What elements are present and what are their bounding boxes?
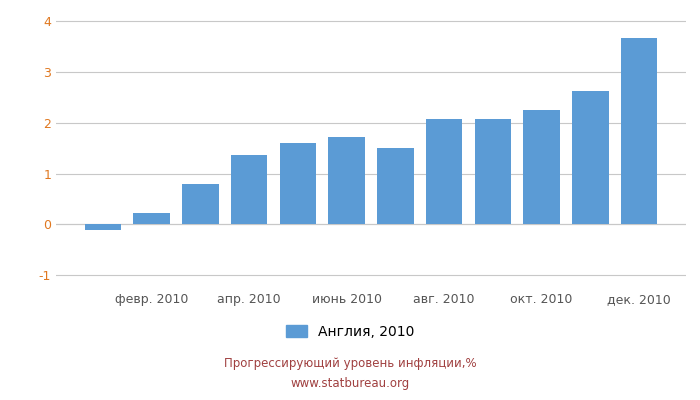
Bar xyxy=(524,110,560,224)
Bar xyxy=(85,224,121,230)
Text: www.statbureau.org: www.statbureau.org xyxy=(290,378,410,390)
Bar xyxy=(182,184,218,224)
Bar xyxy=(377,148,414,224)
Bar xyxy=(572,91,608,224)
Bar xyxy=(328,137,365,224)
Bar xyxy=(231,155,267,224)
Bar xyxy=(134,213,170,224)
Bar xyxy=(426,119,463,224)
Bar xyxy=(475,119,511,224)
Bar xyxy=(621,38,657,224)
Legend: Англия, 2010: Англия, 2010 xyxy=(280,319,420,344)
Text: Прогрессирующий уровень инфляции,%: Прогрессирующий уровень инфляции,% xyxy=(224,358,476,370)
Bar xyxy=(279,143,316,224)
